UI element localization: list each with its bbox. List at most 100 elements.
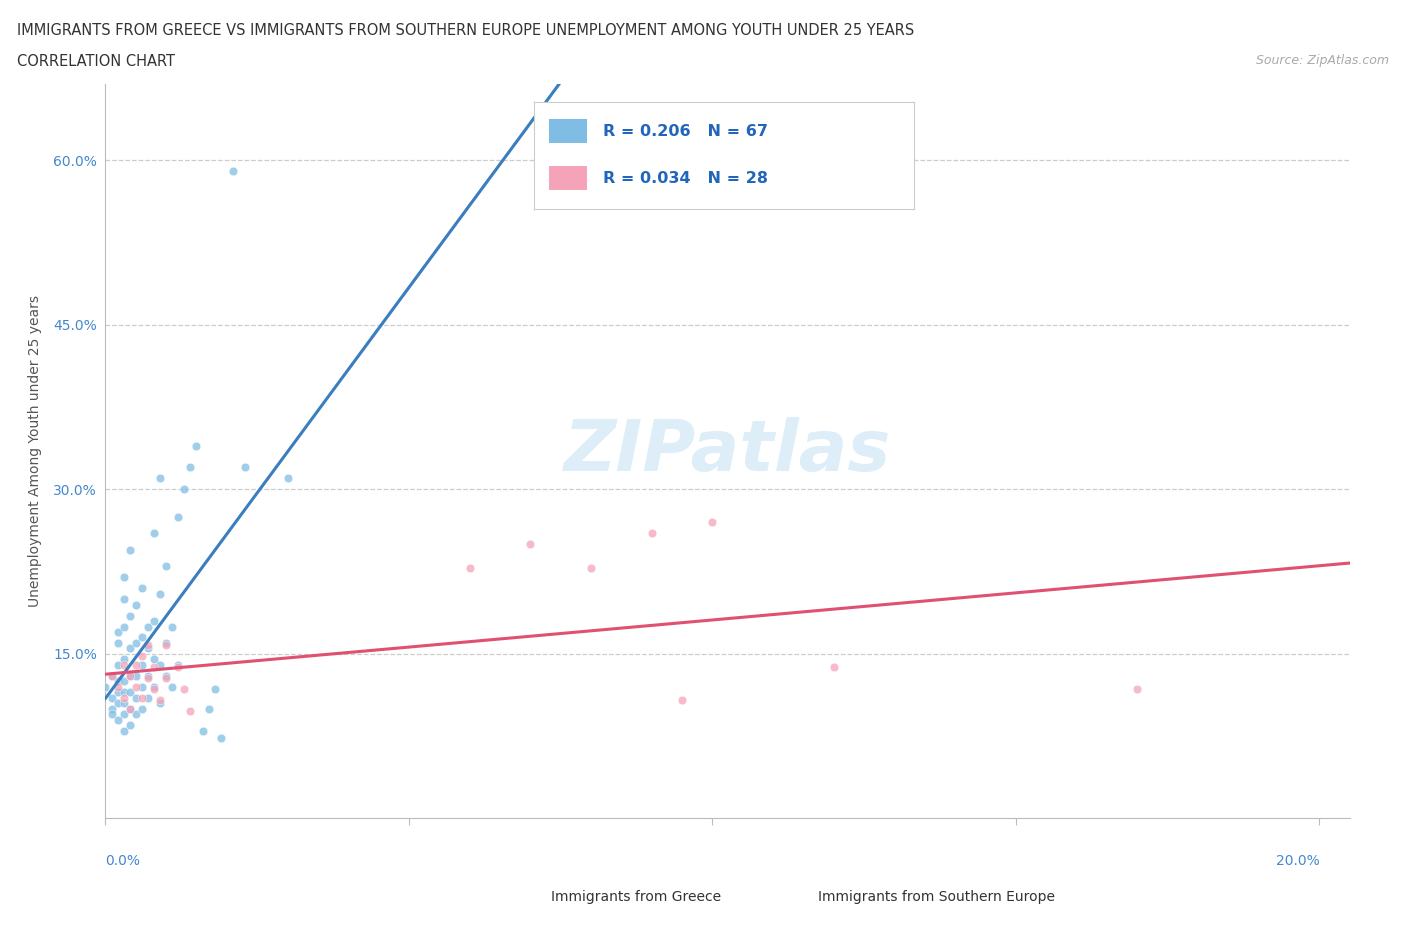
Point	[125, 680, 148, 695]
Point	[222, 164, 245, 179]
Point	[179, 703, 201, 718]
Point	[107, 635, 129, 650]
Point	[136, 690, 159, 705]
Point	[94, 680, 117, 695]
Point	[112, 724, 135, 738]
Point	[131, 658, 153, 672]
Point	[107, 625, 129, 640]
Point	[131, 690, 153, 705]
Point	[204, 682, 226, 697]
Point	[519, 537, 541, 551]
Text: Source: ZipAtlas.com: Source: ZipAtlas.com	[1256, 54, 1389, 67]
Point	[112, 684, 135, 699]
Point	[118, 641, 141, 656]
Point	[155, 671, 177, 685]
Point	[112, 658, 135, 672]
Text: Immigrants from Greece: Immigrants from Greece	[551, 889, 721, 904]
Point	[125, 669, 148, 684]
Point	[107, 674, 129, 689]
Point	[143, 614, 166, 629]
Point	[112, 570, 135, 585]
Point	[125, 635, 148, 650]
Text: ZIPatlas: ZIPatlas	[564, 417, 891, 485]
Point	[131, 630, 153, 644]
Point	[100, 669, 122, 684]
Point	[136, 671, 159, 685]
Point	[107, 658, 129, 672]
Text: 0.0%: 0.0%	[105, 854, 141, 868]
Point	[131, 648, 153, 663]
Point	[641, 525, 664, 540]
Point	[131, 580, 153, 595]
Point	[112, 674, 135, 689]
Point	[1126, 682, 1149, 697]
Point	[155, 559, 177, 574]
Point	[160, 619, 183, 634]
Bar	[550, 166, 588, 190]
Point	[136, 669, 159, 684]
Point	[112, 690, 135, 705]
Point	[107, 696, 129, 711]
Point	[118, 542, 141, 557]
Point	[149, 658, 172, 672]
Point	[100, 701, 122, 716]
Point	[112, 591, 135, 606]
Point	[100, 707, 122, 722]
Point	[233, 460, 256, 475]
Point	[179, 460, 201, 475]
Point	[125, 690, 148, 705]
Point	[579, 561, 602, 576]
Point	[671, 693, 693, 708]
Text: CORRELATION CHART: CORRELATION CHART	[17, 54, 174, 69]
Point	[112, 696, 135, 711]
Point	[155, 638, 177, 653]
Y-axis label: Unemployment Among Youth under 25 years: Unemployment Among Youth under 25 years	[28, 295, 42, 607]
Point	[143, 525, 166, 540]
Point	[112, 619, 135, 634]
Point	[702, 515, 724, 530]
Text: R = 0.034   N = 28: R = 0.034 N = 28	[603, 171, 768, 186]
Point	[125, 658, 148, 672]
Point	[197, 701, 219, 716]
Point	[131, 680, 153, 695]
Point	[209, 731, 232, 746]
Point	[118, 718, 141, 733]
Point	[100, 669, 122, 684]
Point	[136, 641, 159, 656]
Point	[191, 724, 214, 738]
Point	[107, 684, 129, 699]
Point	[167, 659, 190, 674]
Point	[186, 438, 208, 453]
Point	[143, 682, 166, 697]
Point	[118, 669, 141, 684]
Point	[458, 561, 481, 576]
Point	[136, 638, 159, 653]
Point	[167, 658, 190, 672]
Point	[118, 669, 141, 684]
Point	[100, 690, 122, 705]
Point	[155, 669, 177, 684]
Point	[118, 684, 141, 699]
Point	[125, 707, 148, 722]
Point	[131, 701, 153, 716]
Point	[118, 701, 141, 716]
Point	[155, 635, 177, 650]
Bar	[550, 119, 588, 143]
Point	[149, 696, 172, 711]
Point	[118, 701, 141, 716]
Point	[143, 652, 166, 667]
Text: 20.0%: 20.0%	[1275, 854, 1319, 868]
Point	[149, 586, 172, 601]
Point	[277, 471, 299, 485]
Point	[143, 680, 166, 695]
Point	[173, 682, 195, 697]
Point	[167, 510, 190, 525]
Text: Immigrants from Southern Europe: Immigrants from Southern Europe	[818, 889, 1056, 904]
Point	[125, 597, 148, 612]
Point	[107, 680, 129, 695]
Point	[143, 659, 166, 674]
Point	[136, 619, 159, 634]
Point	[173, 482, 195, 497]
Point	[112, 707, 135, 722]
Text: IMMIGRANTS FROM GREECE VS IMMIGRANTS FROM SOUTHERN EUROPE UNEMPLOYMENT AMONG YOU: IMMIGRANTS FROM GREECE VS IMMIGRANTS FRO…	[17, 23, 914, 38]
